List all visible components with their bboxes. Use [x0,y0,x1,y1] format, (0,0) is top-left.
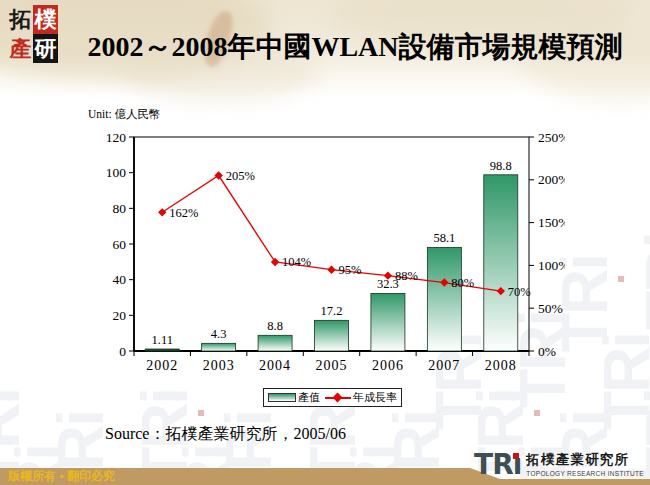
svg-text:8.8: 8.8 [267,319,283,333]
watermark-red-dot [534,410,540,416]
legend-bar-swatch [268,393,296,402]
svg-text:98.8: 98.8 [490,159,512,173]
tri-logo-topleft: 拓 樸 產 研 [8,5,58,63]
svg-text:2006: 2006 [372,358,404,373]
tri-logotype: TRı [474,451,521,479]
svg-text:120: 120 [106,130,127,145]
legend-line-label: 年成長率 [353,390,397,405]
svg-text:205%: 205% [226,169,255,183]
svg-text:104%: 104% [282,255,311,269]
institute-name-zh: 拓樸產業研究所 [526,451,644,469]
svg-text:2004: 2004 [259,358,291,373]
svg-text:200%: 200% [538,172,565,187]
wlan-market-chart: 0 20 40 60 80 100 120 0% 50% 100% 150% 200% 250% 2002… [85,125,565,390]
svg-text:150%: 150% [538,215,565,230]
svg-text:70%: 70% [508,285,531,299]
svg-text:250%: 250% [538,130,565,145]
chart-legend: 產值 年成長率 [263,388,402,407]
logo-char: 樸 [33,5,58,34]
slide: TRiTRiTRiTRiTRiTRiTRiTRiTRiTRiTRiTRiTRiT… [0,0,650,485]
svg-text:88%: 88% [395,269,418,283]
watermark-red-dot [198,410,204,416]
svg-text:0%: 0% [538,344,556,359]
svg-text:2008: 2008 [485,358,517,373]
diamond-marker-icon [333,392,343,402]
unit-label: Unit: 億人民幣 [88,107,161,122]
svg-text:58.1: 58.1 [433,231,455,245]
svg-text:17.2: 17.2 [321,304,343,318]
svg-text:100: 100 [106,165,127,180]
watermark-red-dot [618,276,624,282]
svg-text:80: 80 [113,201,127,216]
source-note: Source：拓樸產業研究所，2005/06 [105,424,346,445]
svg-text:20: 20 [113,308,127,323]
slide-title: 2002～2008年中國WLAN設備市場規模預測 [62,28,648,66]
svg-text:95%: 95% [339,263,362,277]
svg-text:4.3: 4.3 [211,327,227,341]
svg-text:40: 40 [113,272,127,287]
svg-text:60: 60 [113,237,127,252]
svg-text:100%: 100% [538,258,565,273]
tri-logo-bottomright: TRı 拓樸產業研究所 TOPOLOGY RESEARCH INSTITUTE [474,451,644,479]
svg-text:1.11: 1.11 [152,333,173,347]
logo-char: 研 [33,34,58,63]
svg-text:2002: 2002 [146,358,178,373]
copyright-text: 版權所有 ▪ 翻印必究 [8,468,115,485]
svg-text:2005: 2005 [316,358,348,373]
svg-text:0: 0 [119,344,126,359]
logo-char: 產 [8,34,33,63]
svg-text:2003: 2003 [203,358,235,373]
tri-logo-red-dot [513,453,519,459]
watermark-tri-text: TRi [632,238,650,330]
svg-text:162%: 162% [169,206,198,220]
legend-line-swatch [325,393,351,403]
svg-text:80%: 80% [451,276,474,290]
svg-text:50%: 50% [538,301,563,316]
logo-char: 拓 [8,5,33,34]
institute-name-en: TOPOLOGY RESEARCH INSTITUTE [526,470,644,477]
svg-text:2007: 2007 [428,358,460,373]
legend-bar-label: 產值 [298,390,320,405]
